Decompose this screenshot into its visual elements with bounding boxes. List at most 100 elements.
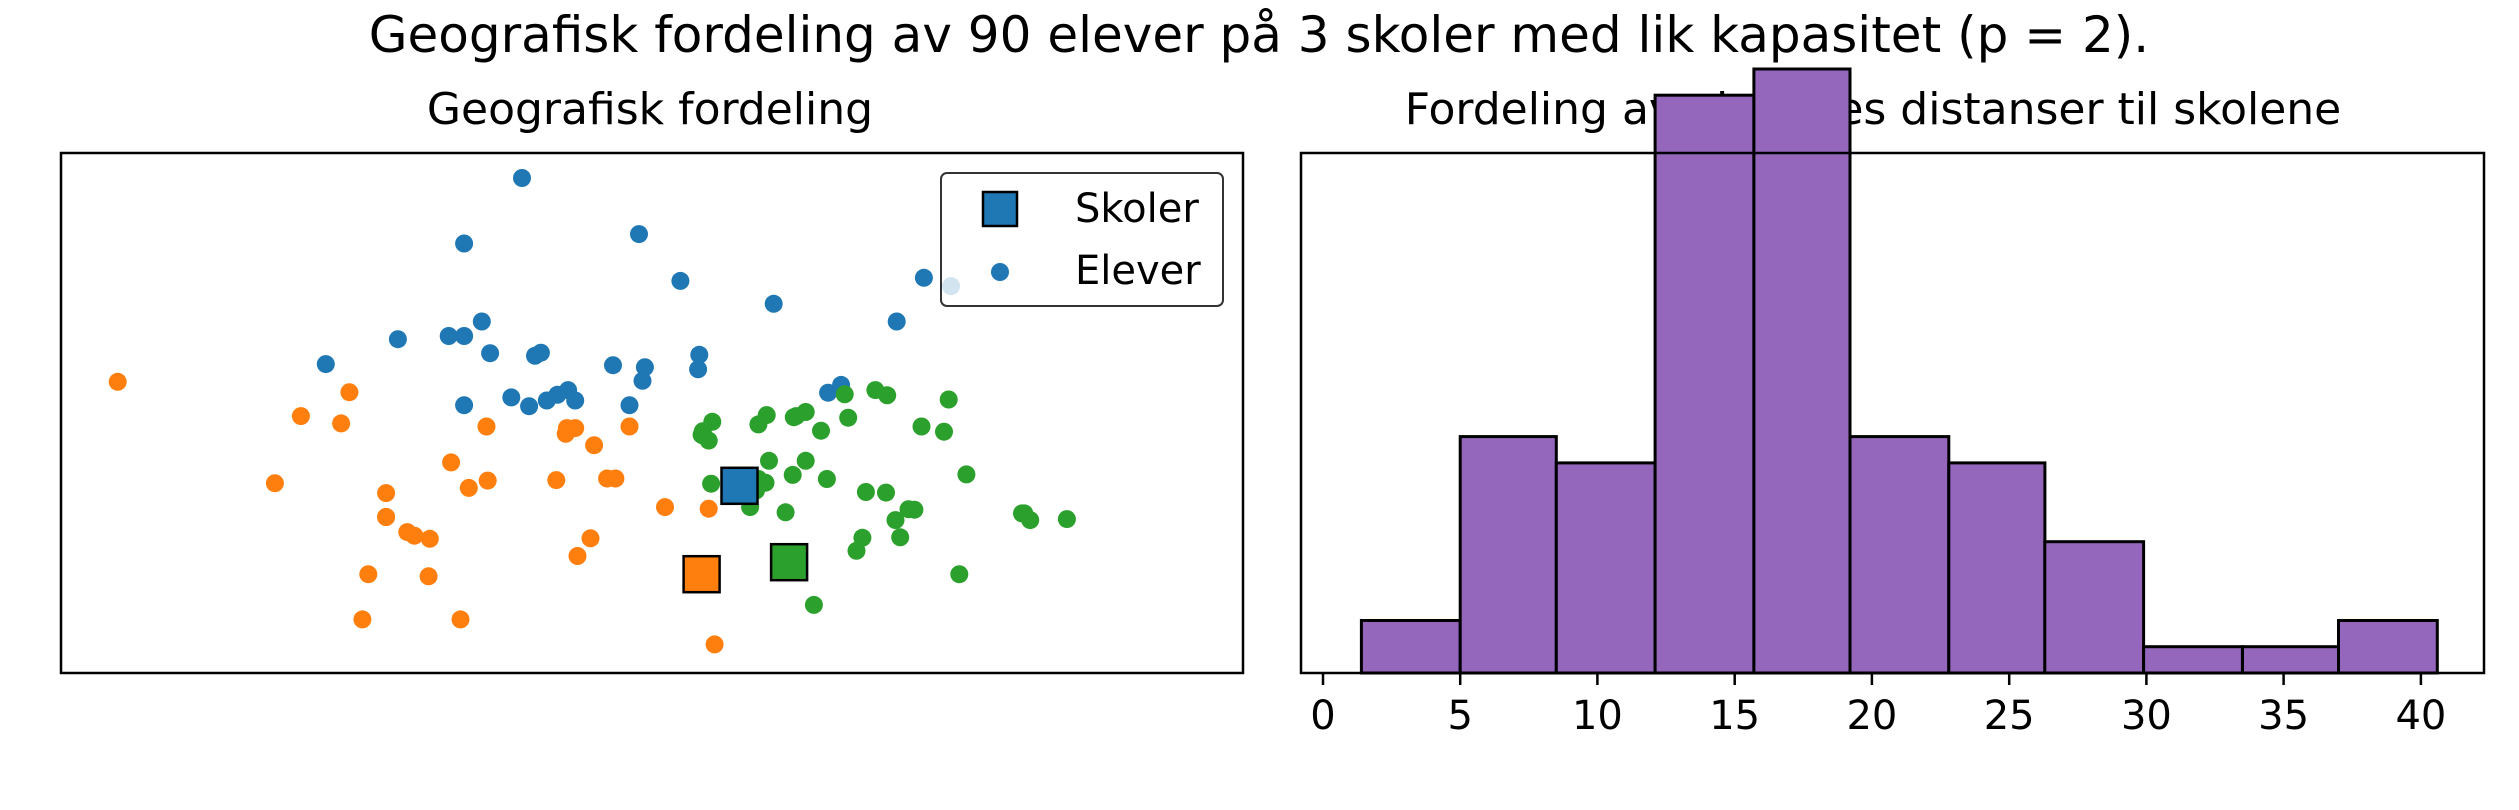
student-point xyxy=(671,271,690,290)
scatter-title: Geografisk fordeling xyxy=(427,84,873,135)
student-point xyxy=(633,371,652,390)
histogram-bars xyxy=(1359,67,2439,675)
student-point xyxy=(804,595,823,614)
student-point xyxy=(887,312,906,331)
student-point xyxy=(699,499,718,518)
student-point xyxy=(405,526,424,545)
student-point xyxy=(635,358,654,377)
student-point xyxy=(702,474,721,493)
x-tick-label: 0 xyxy=(1310,693,1335,739)
student-point xyxy=(451,610,470,629)
histogram-bar xyxy=(1458,435,1558,675)
student-point xyxy=(899,500,918,519)
school-marker xyxy=(769,542,809,582)
student-point xyxy=(817,470,836,488)
student-point xyxy=(377,508,396,526)
student-point xyxy=(359,565,378,584)
student-point xyxy=(620,417,639,436)
histogram-axes-frame xyxy=(1299,151,2486,675)
student-point xyxy=(340,383,359,402)
student-point xyxy=(705,635,724,654)
school-marker xyxy=(720,466,759,506)
student-point xyxy=(556,424,575,443)
student-point xyxy=(764,294,783,313)
x-tick-label: 25 xyxy=(1984,693,2035,739)
histogram-bar xyxy=(2142,645,2244,675)
student-point xyxy=(581,529,600,548)
histogram-bar xyxy=(2043,540,2146,675)
student-point xyxy=(316,355,335,374)
student-point xyxy=(472,312,491,331)
student-point xyxy=(353,610,372,629)
x-tick-label: 20 xyxy=(1846,693,1897,739)
school-marker xyxy=(682,554,721,594)
student-point xyxy=(856,483,875,501)
student-point xyxy=(689,360,708,379)
student-point xyxy=(656,498,674,517)
student-point xyxy=(547,471,566,490)
student-point xyxy=(108,372,127,391)
student-point xyxy=(693,426,712,445)
histogram-title: Fordeling av elevenes distanser til skol… xyxy=(1405,84,2342,135)
student-point xyxy=(439,327,458,345)
student-point xyxy=(935,422,953,441)
histogram-bar xyxy=(1848,435,1951,675)
scatter-points xyxy=(108,169,1076,654)
student-point xyxy=(796,403,815,421)
student-point xyxy=(455,327,474,345)
student-point xyxy=(568,547,587,565)
student-point xyxy=(481,344,500,363)
x-tick-label: 15 xyxy=(1709,693,1760,739)
student-point xyxy=(537,391,556,410)
student-point xyxy=(776,503,795,522)
student-point xyxy=(420,529,439,548)
histogram-x-ticks: 0 5 10 15 20 25 30 35 40 xyxy=(1310,673,2446,739)
student-point xyxy=(604,356,622,375)
student-point xyxy=(620,396,639,415)
x-tick-label: 5 xyxy=(1447,693,1472,739)
x-tick-label: 35 xyxy=(2258,693,2309,739)
histogram-bar xyxy=(1359,619,1462,675)
student-point xyxy=(835,385,854,404)
student-point xyxy=(912,417,931,436)
student-point xyxy=(502,388,521,407)
histogram-bar xyxy=(1653,93,1756,675)
student-point xyxy=(566,391,585,410)
x-tick-label: 10 xyxy=(1572,693,1623,739)
histogram-bar xyxy=(2241,645,2341,675)
student-point xyxy=(760,451,778,470)
student-point xyxy=(812,421,830,440)
student-point xyxy=(478,471,497,490)
student-point xyxy=(690,345,709,364)
scatter-legend: Skoler Elever xyxy=(940,172,1224,307)
legend-student-marker xyxy=(991,263,1009,281)
histogram-bar xyxy=(2337,619,2439,675)
histogram-bar xyxy=(1947,461,2047,675)
student-point xyxy=(1021,511,1040,530)
student-point xyxy=(630,225,648,244)
scatter-panel: Geografisk fordeling Skoler Elever xyxy=(59,84,1245,675)
student-point xyxy=(914,268,933,287)
student-point xyxy=(419,567,438,586)
student-point xyxy=(265,474,284,493)
student-point xyxy=(891,528,910,547)
histogram-bar xyxy=(1752,67,1852,675)
student-point xyxy=(585,436,604,455)
histogram-panel: Fordeling av elevenes distanser til skol… xyxy=(1299,67,2486,739)
histogram-bar xyxy=(1554,461,1657,675)
student-point xyxy=(513,169,531,187)
student-point xyxy=(950,565,969,584)
legend-school-marker xyxy=(981,190,1019,228)
student-point xyxy=(847,541,866,560)
student-point xyxy=(377,484,396,503)
scatter-schools xyxy=(682,466,809,594)
student-point xyxy=(388,330,407,349)
student-point xyxy=(957,465,976,484)
student-point xyxy=(442,453,461,472)
student-point xyxy=(757,406,776,425)
student-point xyxy=(886,511,905,530)
student-point xyxy=(477,417,496,436)
student-point xyxy=(796,451,815,470)
student-point xyxy=(839,408,858,427)
